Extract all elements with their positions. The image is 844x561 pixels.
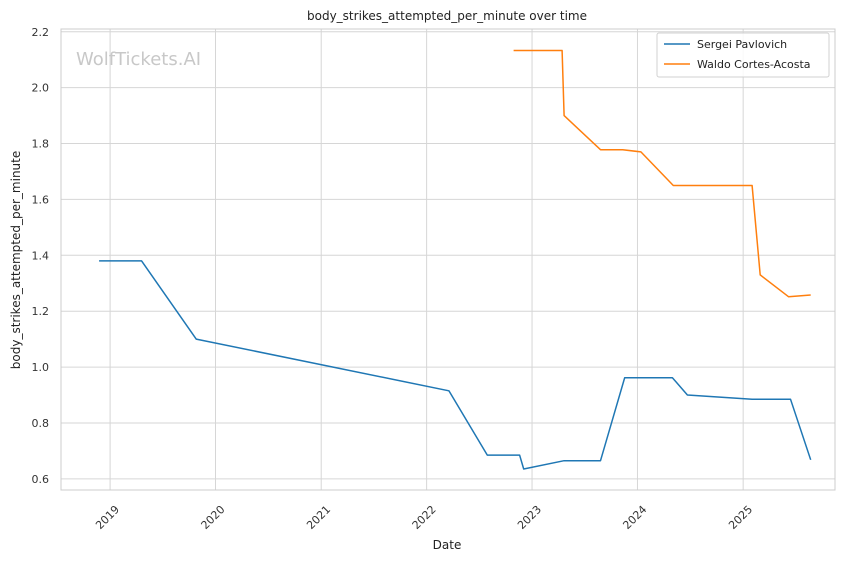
y-tick-label: 1.6 xyxy=(32,193,50,206)
y-tick-label: 2.2 xyxy=(32,26,50,39)
series-line-1 xyxy=(513,49,811,298)
y-tick-label: 1.8 xyxy=(32,138,50,151)
legend-box xyxy=(656,32,830,78)
y-tick-label: 2.0 xyxy=(32,82,50,95)
x-axis-label: Date xyxy=(433,538,462,552)
y-tick-label: 1.0 xyxy=(32,361,50,374)
y-tick-label: 0.6 xyxy=(32,473,50,486)
chart-title: body_strikes_attempted_per_minute over t… xyxy=(307,9,587,23)
watermark: WolfTickets.AI xyxy=(76,49,201,70)
y-tick-label: 1.2 xyxy=(32,305,50,318)
plot-area-frame xyxy=(60,28,836,491)
legend-label: Waldo Cortes-Acosta xyxy=(697,58,811,71)
legend: Sergei Pavlovich Waldo Cortes-Acosta xyxy=(656,32,830,78)
y-tick-label: 0.8 xyxy=(32,417,50,430)
grid-lines xyxy=(61,29,835,490)
series-line-0 xyxy=(99,260,812,470)
y-tick-label: 1.4 xyxy=(32,249,50,262)
legend-label: Sergei Pavlovich xyxy=(697,38,787,51)
series-lines xyxy=(99,49,812,470)
y-axis-label: body_strikes_attempted_per_minute xyxy=(9,151,23,369)
